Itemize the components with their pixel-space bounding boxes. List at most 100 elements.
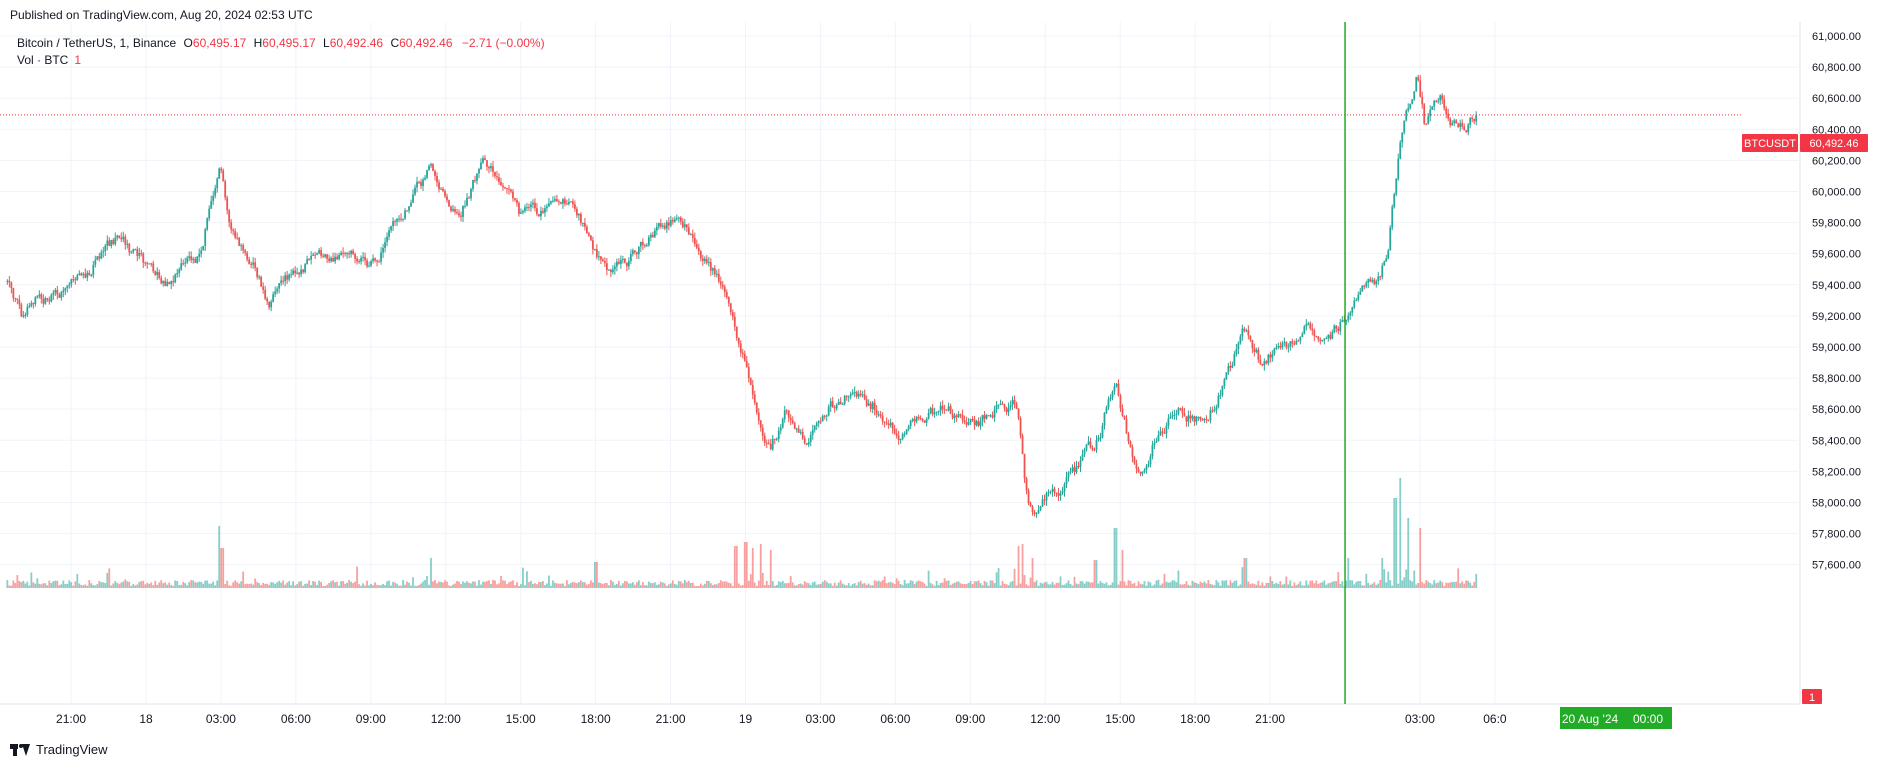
candle-body	[1279, 346, 1281, 348]
candle-body	[952, 414, 954, 418]
volume-bar	[622, 583, 624, 588]
volume-bar	[80, 585, 82, 588]
candle-body	[748, 367, 750, 378]
price-tick-label: 58,400.00	[1812, 435, 1861, 447]
volume-bar	[310, 585, 312, 588]
candle-body	[1301, 334, 1303, 337]
volume-bar	[748, 581, 750, 588]
candle-body	[672, 220, 674, 222]
volume-bar	[980, 583, 982, 588]
volume-bar	[346, 583, 348, 588]
volume-bar	[448, 585, 450, 588]
candle-body	[1473, 119, 1475, 121]
candle-body	[1046, 493, 1048, 500]
candle-body	[1110, 398, 1112, 400]
candle-body	[730, 303, 732, 312]
volume-bar	[446, 582, 448, 588]
volume-bar	[1124, 582, 1126, 588]
candle-body	[484, 158, 486, 160]
volume-bar	[1010, 582, 1012, 588]
volume-bar	[596, 562, 598, 588]
candle-body	[184, 262, 186, 263]
candle-body	[1054, 489, 1056, 493]
volume-bar	[28, 585, 30, 588]
volume-bar	[578, 582, 580, 588]
candle-body	[576, 209, 578, 215]
candle-body	[1471, 118, 1473, 119]
candle-body	[238, 238, 240, 246]
price-axis[interactable]: 61,000.0060,800.0060,600.0060,400.0060,2…	[1812, 31, 1861, 572]
candle-body	[24, 315, 26, 316]
candle-body	[792, 420, 794, 423]
candle-body	[654, 231, 656, 237]
volume-bar	[86, 586, 88, 588]
volume-bar	[90, 583, 92, 588]
candle-body	[282, 281, 284, 282]
volume-bar	[254, 579, 256, 588]
volume-bar	[848, 583, 850, 588]
candle-body	[1425, 124, 1427, 125]
volume-bar	[344, 584, 346, 588]
volume-bar	[1257, 581, 1259, 588]
candle-body	[1056, 493, 1058, 494]
volume-bar	[130, 586, 132, 588]
candle-body	[1172, 415, 1174, 416]
symbol-tag-badge: BTCUSDT	[1742, 134, 1798, 152]
volume-bar	[586, 585, 588, 588]
candle-body	[96, 256, 98, 259]
volume-bar	[76, 574, 78, 588]
candle-body	[626, 263, 628, 267]
candle-body	[500, 182, 502, 186]
candle-body	[1211, 410, 1213, 411]
volume-bar	[1407, 518, 1409, 588]
volume-bar	[398, 586, 400, 588]
candle-body	[192, 259, 194, 260]
candle-body	[640, 242, 642, 247]
candle-body	[1293, 343, 1295, 344]
volume-bar	[392, 582, 394, 588]
candle-body	[1431, 106, 1433, 109]
volume-bar	[1397, 584, 1399, 588]
volume-bar	[1132, 584, 1134, 588]
volume-bar	[1229, 580, 1231, 588]
volume-bar	[944, 578, 946, 588]
price-chart[interactable]: 61,000.0060,800.0060,600.0060,400.0060,2…	[0, 0, 1882, 768]
candle-body	[160, 278, 162, 283]
time-axis[interactable]: 21:00 18 03:00 06:00 09:00 12:00 15:00 18:00 21:…	[56, 712, 1507, 726]
candle-body	[360, 258, 362, 262]
symbol-title[interactable]: Bitcoin / TetherUS, 1, Binance	[17, 36, 176, 50]
volume-bar	[1166, 582, 1168, 588]
volume-bar	[1367, 583, 1369, 588]
volume-bar	[898, 581, 900, 588]
volume-bar	[444, 580, 446, 588]
volume-bar	[474, 582, 476, 588]
candle-body	[880, 414, 882, 415]
candle-body	[1335, 326, 1337, 329]
candle-body	[1369, 279, 1371, 281]
volume-bar	[20, 582, 22, 588]
volume-bar	[1000, 585, 1002, 588]
candle-body	[200, 250, 202, 253]
candle-body	[556, 199, 558, 201]
candle-body	[358, 261, 360, 262]
candle-body	[944, 409, 946, 410]
close-value: 60,492.46	[399, 36, 452, 50]
volume-bar	[864, 583, 866, 588]
time-tick-label: 18	[139, 712, 153, 726]
volume-label[interactable]: Vol · BTC	[17, 53, 68, 67]
volume-bar	[926, 586, 928, 588]
candle-body	[136, 249, 138, 256]
volume-bar	[278, 581, 280, 588]
candle-body	[480, 163, 482, 169]
candle-body	[1451, 123, 1453, 125]
candle-body	[930, 408, 932, 413]
volume-bar	[754, 583, 756, 588]
volume-bar	[112, 583, 114, 588]
candle-body	[170, 281, 172, 284]
candle-body	[196, 257, 198, 263]
volume-bar	[18, 581, 20, 588]
candle-body	[1295, 341, 1297, 345]
volume-bar	[436, 583, 438, 588]
candle-body	[1349, 313, 1351, 316]
candle-body	[1327, 335, 1329, 338]
